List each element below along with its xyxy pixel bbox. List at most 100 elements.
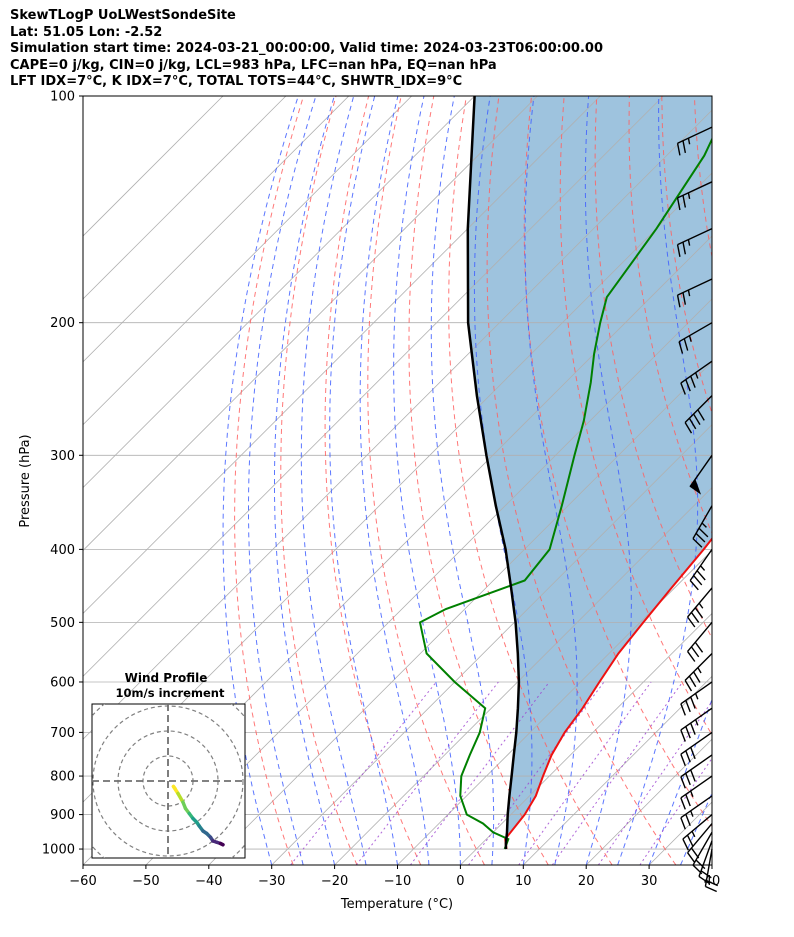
hodograph-plot	[92, 704, 245, 858]
wind-barb	[704, 848, 719, 893]
dry-adiabat	[661, 96, 712, 415]
wind-barb	[676, 278, 713, 308]
wind-barb	[687, 823, 713, 864]
barb-staff	[680, 795, 713, 819]
barb-staff	[677, 227, 713, 246]
barb-staff	[687, 823, 713, 854]
wind-barb	[682, 814, 713, 851]
isotherm-line	[83, 109, 712, 740]
barb-feather	[684, 422, 693, 434]
x-axis-label: Temperature (°C)	[340, 897, 453, 912]
x-tick-label: 20	[578, 874, 595, 889]
chart-title: SkewTLogP UoLWestSondeSite	[10, 8, 236, 23]
barb-feather	[682, 140, 687, 153]
barb-feather	[697, 409, 705, 421]
isotherm-line	[83, 96, 287, 300]
wind-barb	[680, 360, 713, 395]
barb-feather	[694, 641, 704, 653]
barb-feather	[690, 696, 696, 709]
barb-feather	[685, 773, 691, 786]
barb-feather	[690, 611, 700, 623]
barb-staff	[680, 754, 713, 778]
barb-half-feather	[687, 192, 691, 199]
barb-feather	[690, 722, 696, 735]
barb-feather	[689, 580, 699, 591]
barb-feather	[694, 607, 704, 619]
barb-feather	[676, 294, 681, 308]
barb-staff	[692, 505, 713, 539]
dewpoint-line	[418, 136, 712, 850]
barb-feather	[698, 875, 710, 884]
moist-adiabat	[617, 96, 699, 865]
barb-feather	[676, 143, 681, 156]
y-tick-label: 1000	[42, 843, 75, 858]
barb-feather	[695, 859, 706, 870]
barb-half-feather	[694, 693, 699, 700]
barb-feather	[683, 338, 689, 351]
barb-feather	[685, 794, 691, 807]
barb-staff	[689, 548, 713, 581]
barb-half-feather	[699, 565, 706, 571]
barb-feather	[680, 817, 686, 830]
barb-feather	[705, 885, 717, 893]
wind-barb	[680, 731, 713, 766]
dry-adiabat	[628, 96, 712, 535]
isotherm-line	[83, 96, 350, 363]
x-tick-label: 10	[515, 874, 532, 889]
moist-adiabat	[248, 96, 317, 865]
moist-adiabat	[524, 96, 578, 865]
hodograph-title: Wind Profile	[125, 671, 208, 685]
barb-staff	[680, 775, 713, 799]
wind-barb	[680, 795, 713, 830]
moist-adiabat	[329, 96, 398, 865]
barb-feather	[682, 241, 687, 255]
barb-feather	[690, 375, 696, 388]
barb-half-feather	[691, 830, 696, 838]
barb-half-feather	[687, 138, 691, 145]
moist-adiabat	[430, 96, 495, 865]
barb-feather	[690, 646, 700, 658]
barb-feather	[680, 382, 686, 395]
barb-feather	[680, 703, 686, 716]
dry-adiabat	[234, 96, 304, 865]
dry-adiabat	[486, 96, 677, 865]
barb-feather	[692, 864, 703, 875]
isotherm-line	[83, 96, 664, 677]
wind-barb	[692, 505, 713, 548]
wind-barb	[676, 126, 713, 156]
barb-staff	[677, 181, 713, 199]
parcel-line	[466, 96, 521, 849]
barb-half-feather	[688, 335, 692, 342]
barb-feather	[685, 750, 691, 763]
params-line: CAPE=0 j/kg, CIN=0 j/kg, LCL=983 hPa, LF…	[10, 57, 497, 73]
barb-feather	[688, 675, 697, 688]
barb-feather	[680, 776, 686, 789]
wind-barb	[678, 322, 713, 354]
barb-feather	[693, 413, 701, 426]
dry-adiabat	[324, 96, 422, 865]
mixing-ratio-line	[355, 681, 499, 865]
moist-adiabat	[300, 96, 367, 865]
y-tick-label: 800	[50, 770, 75, 785]
y-tick-label: 200	[50, 316, 75, 331]
barb-half-feather	[698, 602, 704, 609]
barb-feather	[680, 753, 686, 766]
temperature-line	[504, 537, 712, 850]
barb-feather	[695, 532, 706, 543]
dry-adiabat	[760, 96, 794, 865]
wind-barb	[689, 454, 713, 495]
barb-feather	[686, 834, 694, 847]
x-tick-label: −60	[69, 874, 96, 889]
mixing-ratio-line	[597, 700, 712, 865]
dry-adiabat	[523, 96, 712, 828]
moist-adiabat	[393, 96, 461, 865]
barb-feather	[678, 341, 684, 354]
isotherm-line	[83, 96, 601, 614]
isotherm-line	[775, 96, 794, 865]
y-tick-label: 100	[50, 90, 75, 105]
barb-staff	[677, 126, 713, 144]
y-tick-label: 500	[50, 616, 75, 631]
barb-feather	[696, 570, 706, 581]
y-tick-label: 600	[50, 675, 75, 690]
